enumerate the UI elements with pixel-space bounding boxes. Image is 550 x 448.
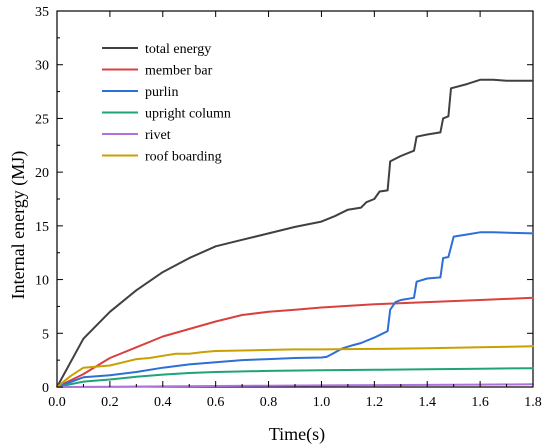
x-tick-label: 1.6 (471, 395, 489, 410)
x-tick-label: 0.0 (48, 395, 66, 410)
legend-label: upright column (145, 107, 231, 122)
y-tick-label: 15 (35, 220, 49, 235)
legend-label: rivet (145, 128, 171, 143)
x-tick-label: 0.6 (207, 395, 225, 410)
series-line-purlin (56, 231, 534, 388)
series-line-member-bar (56, 296, 534, 388)
y-tick-label: 5 (42, 327, 49, 342)
x-tick-label: 1.4 (418, 395, 436, 410)
series-line-roof-boarding (56, 345, 534, 388)
x-axis-ticks: 0.0 0.2 0.4 0.6 0.8 1.0 1.2 1.4 1.6 1.8 (48, 11, 542, 410)
x-tick-label: 1.0 (313, 395, 331, 410)
y-tick-label: 25 (35, 112, 49, 127)
legend: total energy member bar purlin upright colu… (102, 42, 231, 165)
x-tick-label: 0.2 (101, 395, 119, 410)
y-axis-ticks: 0 5 10 15 20 25 30 35 (35, 5, 533, 396)
x-tick-label: 1.2 (366, 395, 384, 410)
y-tick-label: 30 (35, 59, 49, 74)
y-tick-label: 10 (35, 274, 49, 289)
x-tick-label: 1.8 (524, 395, 542, 410)
legend-label: total energy (145, 42, 211, 57)
y-tick-label: 35 (35, 5, 49, 20)
plot-area (56, 10, 534, 388)
plot-frame (56, 10, 534, 388)
legend-label: roof boarding (145, 150, 222, 165)
x-tick-label: 0.8 (260, 395, 278, 410)
legend-label: member bar (145, 64, 213, 79)
y-tick-label: 20 (35, 166, 49, 181)
y-tick-label: 0 (42, 381, 49, 396)
series-line-total-energy (56, 78, 534, 388)
legend-label: purlin (145, 85, 178, 100)
y-axis-label: Internal energy (MJ) (8, 151, 29, 300)
x-tick-label: 0.4 (154, 395, 172, 410)
series-line-upright-column (56, 367, 534, 388)
x-axis-label: Time(s) (269, 424, 325, 445)
